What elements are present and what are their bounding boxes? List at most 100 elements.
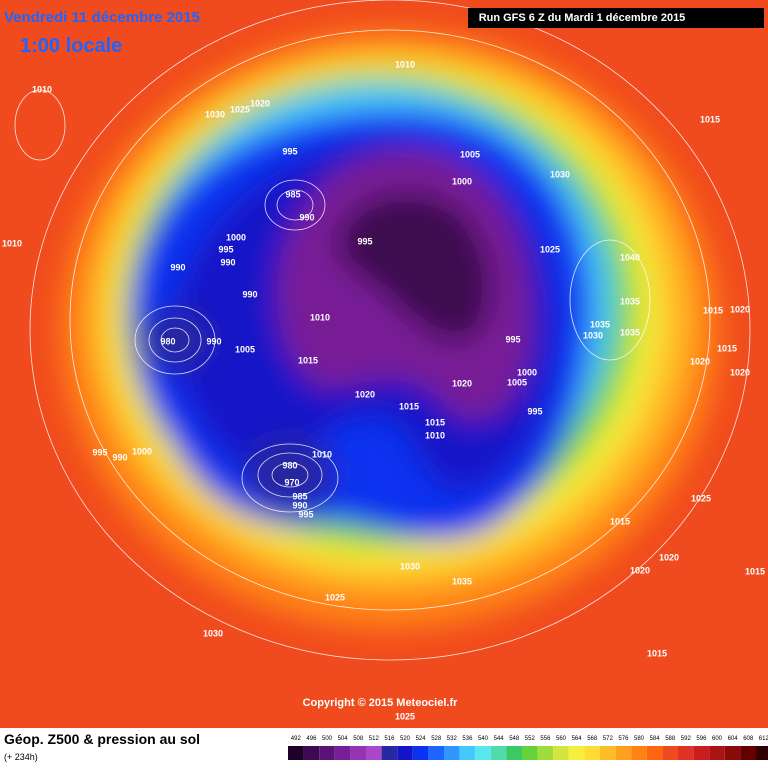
scale-label: 540 — [478, 736, 489, 742]
isobar-label: 985 — [292, 491, 307, 501]
scale-swatch — [303, 746, 320, 760]
isobar-lines — [14, 0, 751, 661]
time: 1:00 locale — [20, 35, 122, 57]
scale-label: 508 — [353, 736, 364, 742]
scale-swatch — [724, 746, 741, 760]
isobar-label: 1000 — [517, 367, 537, 377]
scale-label: 544 — [494, 736, 505, 742]
scale-label: 528 — [431, 736, 442, 742]
scale-label: 492 — [291, 736, 302, 742]
footer-lead: (+ 234h) — [4, 752, 38, 762]
copyright: Copyright © 2015 Meteociel.fr — [303, 697, 459, 709]
isobar-label: 1000 — [226, 232, 246, 242]
isobar-label: 1030 — [400, 561, 420, 571]
isobar-label: 985 — [285, 189, 300, 199]
scale-label: 556 — [540, 736, 551, 742]
isobar-label: 1025 — [230, 104, 250, 114]
scale-label: 532 — [447, 736, 458, 742]
isobar-label: 995 — [282, 146, 297, 156]
isobar-label: 980 — [160, 336, 175, 346]
isobar-label: 1020 — [690, 356, 710, 366]
isobar-label: 1015 — [298, 355, 318, 365]
scale-swatch — [288, 746, 304, 760]
scale-swatch — [490, 746, 507, 760]
isobar-label: 995 — [505, 334, 520, 344]
isobar-label: 1015 — [399, 401, 419, 411]
isobar-label: 1025 — [691, 493, 711, 503]
isobar-label: 1010 — [32, 84, 52, 94]
scale-label: 568 — [587, 736, 598, 742]
scale-swatch — [334, 746, 351, 760]
scale-swatch — [319, 746, 335, 760]
isobar-label: 1015 — [425, 417, 445, 427]
scale-label: 580 — [634, 736, 645, 742]
isobar-label: 990 — [170, 262, 185, 272]
scale-swatch — [350, 746, 366, 760]
scale-label: 512 — [369, 736, 380, 742]
isobar-label: 1020 — [730, 367, 750, 377]
scale-swatch — [584, 746, 600, 760]
scale-label: 516 — [384, 736, 395, 742]
scale-swatch — [631, 746, 647, 760]
isobar-label: 1005 — [507, 377, 527, 387]
isobar-label: 1020 — [355, 389, 375, 399]
run-box — [468, 8, 764, 28]
isobar-label: 1015 — [717, 343, 737, 353]
isobar-label: 1015 — [745, 566, 765, 576]
isobar-label: 995 — [527, 406, 542, 416]
date: Vendredi 11 décembre 2015 — [4, 9, 200, 26]
isobar-label: 1010 — [2, 238, 22, 248]
isobar-label: 1020 — [730, 304, 750, 314]
scale-swatch — [381, 746, 398, 760]
scale-swatch — [397, 746, 413, 760]
scale-label: 524 — [416, 736, 427, 742]
isobar-label: 995 — [298, 509, 313, 519]
isobar-label: 1015 — [703, 305, 723, 315]
scale-swatch — [553, 746, 569, 760]
scale-swatch — [662, 746, 678, 760]
scale-label: 596 — [696, 736, 707, 742]
isobar-label: 1015 — [647, 648, 667, 658]
run-info: Run GFS 6 Z du Mardi 1 décembre 2015 — [479, 12, 686, 24]
isobar-label: 1035 — [452, 576, 472, 586]
scale-swatch — [568, 746, 585, 760]
isobar-label: 1015 — [610, 516, 630, 526]
isobar-label: 970 — [284, 477, 299, 487]
scale-swatch — [709, 746, 725, 760]
isobar-label: 1020 — [659, 552, 679, 562]
isobar-label: 1010 — [310, 312, 330, 322]
isobar-label: 990 — [299, 212, 314, 222]
isobar-label: 1025 — [325, 592, 345, 602]
scale-label: 608 — [743, 736, 754, 742]
isobar-label: 1030 — [550, 169, 570, 179]
isobar-label: 1010 — [395, 59, 415, 69]
isobar-label: 1035 — [590, 319, 610, 329]
scale-label: 564 — [572, 736, 583, 742]
isobar-label: 1030 — [203, 628, 223, 638]
scale-label: 576 — [618, 736, 629, 742]
scale-swatch — [615, 746, 632, 760]
scale-label: 520 — [400, 736, 411, 742]
scale-swatch — [428, 746, 444, 760]
isobar-label: 1000 — [132, 446, 152, 456]
scale-label: 536 — [462, 736, 473, 742]
scale-label: 504 — [338, 736, 349, 742]
scale-label: 600 — [712, 736, 723, 742]
isobar-label: 980 — [282, 460, 297, 470]
isobar-label: 1010 — [312, 449, 332, 459]
scale-swatch — [506, 746, 522, 760]
isobar-label: 1025 — [540, 244, 560, 254]
scale-label: 612 — [759, 736, 768, 742]
isobar-label: 990 — [220, 257, 235, 267]
scale-swatch — [522, 746, 538, 760]
color-scale: 492 496 500 504 508 512 516 520 524 528 532 536 540 5… — [288, 736, 768, 760]
scale-label: 588 — [665, 736, 676, 742]
isobar-label: 995 — [357, 236, 372, 246]
scale-swatch — [600, 746, 616, 760]
isobar-label: 990 — [206, 336, 221, 346]
scale-label: 572 — [603, 736, 614, 742]
scale-swatch — [678, 746, 694, 760]
isobar-label: 990 — [112, 452, 127, 462]
